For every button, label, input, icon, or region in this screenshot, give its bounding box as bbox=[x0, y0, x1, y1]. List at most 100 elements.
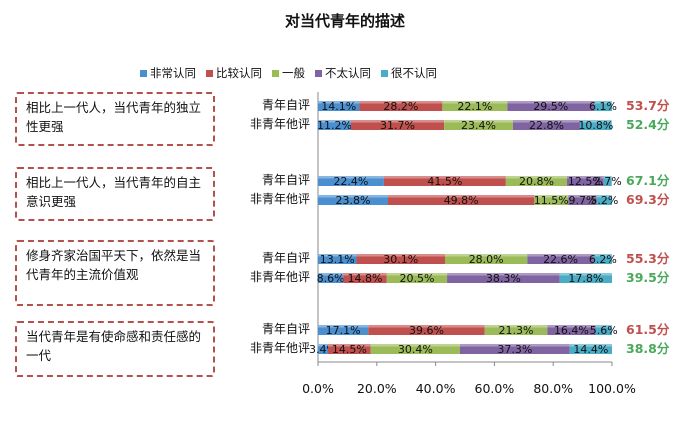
data-label: 12.5% bbox=[568, 175, 603, 188]
bar-segment bbox=[547, 325, 596, 335]
bar-segment bbox=[368, 325, 485, 335]
bar-highlight bbox=[527, 254, 594, 257]
row-label: 青年自评 bbox=[261, 173, 310, 187]
score-label: 39.5分 bbox=[626, 270, 670, 285]
legend-label: 不太认同 bbox=[325, 66, 371, 80]
legend-swatch bbox=[381, 69, 388, 77]
bar-highlight bbox=[559, 273, 612, 276]
bar-highlight bbox=[447, 273, 560, 276]
bar-highlight bbox=[595, 325, 612, 328]
score-label: 53.7分 bbox=[626, 98, 670, 113]
legend-item: 非常认同 bbox=[140, 65, 196, 81]
bar-segment bbox=[527, 254, 594, 264]
data-label: 20.5% bbox=[399, 272, 434, 285]
legend-item: 很不认同 bbox=[381, 65, 437, 81]
bar-segment bbox=[594, 101, 612, 111]
data-label: 30.1% bbox=[383, 253, 418, 266]
bar-segment bbox=[370, 344, 461, 354]
data-label: 23.4% bbox=[461, 119, 496, 132]
bar-highlight bbox=[368, 325, 485, 328]
legend-swatch bbox=[272, 69, 279, 77]
row-label: 非青年他评 bbox=[249, 117, 310, 131]
bar-segment bbox=[559, 273, 612, 283]
bar-segment bbox=[444, 120, 513, 130]
bar-segment bbox=[484, 325, 548, 335]
data-label: 39.6% bbox=[409, 324, 444, 337]
data-label: 13.1% bbox=[320, 253, 355, 266]
bar-segment bbox=[512, 120, 580, 130]
row-label: 非青年他评 bbox=[249, 192, 310, 206]
legend: 非常认同 比较认同 一般 不太认同 很不认同 bbox=[140, 65, 620, 81]
bar-segment bbox=[387, 195, 535, 205]
row-label: 青年自评 bbox=[261, 98, 310, 112]
bar-highlight bbox=[505, 176, 568, 179]
data-label: 31.7% bbox=[380, 119, 415, 132]
bar-segment bbox=[567, 176, 604, 186]
bar-highlight bbox=[442, 101, 508, 104]
bar-highlight bbox=[318, 120, 351, 123]
row-label: 青年自评 bbox=[261, 322, 310, 336]
data-label: 17.1% bbox=[326, 324, 361, 337]
data-label: 22.6% bbox=[543, 253, 578, 266]
x-tick-label: 0.0% bbox=[302, 381, 334, 396]
bar-highlight bbox=[569, 344, 612, 347]
data-label: 17.8% bbox=[568, 272, 603, 285]
bar-highlight bbox=[484, 325, 548, 328]
bar-segment bbox=[603, 176, 612, 186]
statement-box: 当代青年是有使命感和责任感的一代 bbox=[15, 321, 215, 377]
data-label: 5.6% bbox=[590, 324, 618, 337]
data-label: 6.2% bbox=[589, 253, 617, 266]
data-label: 14.8% bbox=[348, 272, 383, 285]
statement-box: 修身齐家治国平天下，依然是当代青年的主流价值观 bbox=[15, 240, 215, 306]
bar-highlight bbox=[318, 254, 357, 257]
bar-highlight bbox=[356, 254, 446, 257]
bar-highlight bbox=[567, 176, 604, 179]
bar-segment bbox=[569, 344, 612, 354]
data-label: 14.4% bbox=[573, 343, 608, 356]
bar-segment bbox=[579, 120, 612, 130]
bar-segment bbox=[359, 101, 443, 111]
data-label: 9.7% bbox=[568, 194, 596, 207]
bar-segment bbox=[442, 101, 508, 111]
bar-highlight bbox=[359, 101, 443, 104]
bar-segment bbox=[318, 254, 357, 264]
data-label: 2.7% bbox=[594, 175, 622, 188]
bar-highlight bbox=[593, 254, 612, 257]
bar-highlight bbox=[318, 273, 344, 276]
bar-highlight bbox=[594, 101, 612, 104]
x-tick-label: 60.0% bbox=[475, 381, 515, 396]
bar-segment bbox=[445, 254, 528, 264]
bar-segment bbox=[447, 273, 560, 283]
bar-segment bbox=[505, 176, 568, 186]
bar-segment bbox=[568, 195, 597, 205]
bar-segment bbox=[318, 176, 384, 186]
data-label: 5.2% bbox=[590, 194, 618, 207]
bar-highlight bbox=[460, 344, 570, 347]
bar-highlight bbox=[318, 176, 384, 179]
statement-box: 相比上一代人，当代青年的独立性更强 bbox=[15, 92, 215, 146]
bar-segment bbox=[350, 120, 445, 130]
score-label: 52.4分 bbox=[626, 117, 670, 132]
data-label: 30.4% bbox=[398, 343, 433, 356]
bar-highlight bbox=[343, 273, 387, 276]
score-label: 69.3分 bbox=[626, 192, 670, 207]
bar-highlight bbox=[596, 195, 612, 198]
data-label: 6.1% bbox=[589, 100, 617, 113]
score-label: 38.8分 bbox=[626, 341, 670, 356]
bar-highlight bbox=[603, 176, 612, 179]
bar-highlight bbox=[547, 325, 596, 328]
bar-segment bbox=[318, 273, 344, 283]
bar-highlight bbox=[318, 325, 369, 328]
legend-label: 非常认同 bbox=[150, 66, 196, 80]
bar-segment bbox=[327, 344, 371, 354]
legend-label: 很不认同 bbox=[391, 66, 437, 80]
bar-segment bbox=[593, 254, 612, 264]
bar-highlight bbox=[327, 344, 371, 347]
legend-label: 比较认同 bbox=[216, 66, 262, 80]
data-label: 23.8% bbox=[336, 194, 371, 207]
data-label: 49.8% bbox=[444, 194, 479, 207]
x-tick-label: 80.0% bbox=[533, 381, 573, 396]
bar-highlight bbox=[444, 120, 513, 123]
bar-segment bbox=[318, 325, 369, 335]
